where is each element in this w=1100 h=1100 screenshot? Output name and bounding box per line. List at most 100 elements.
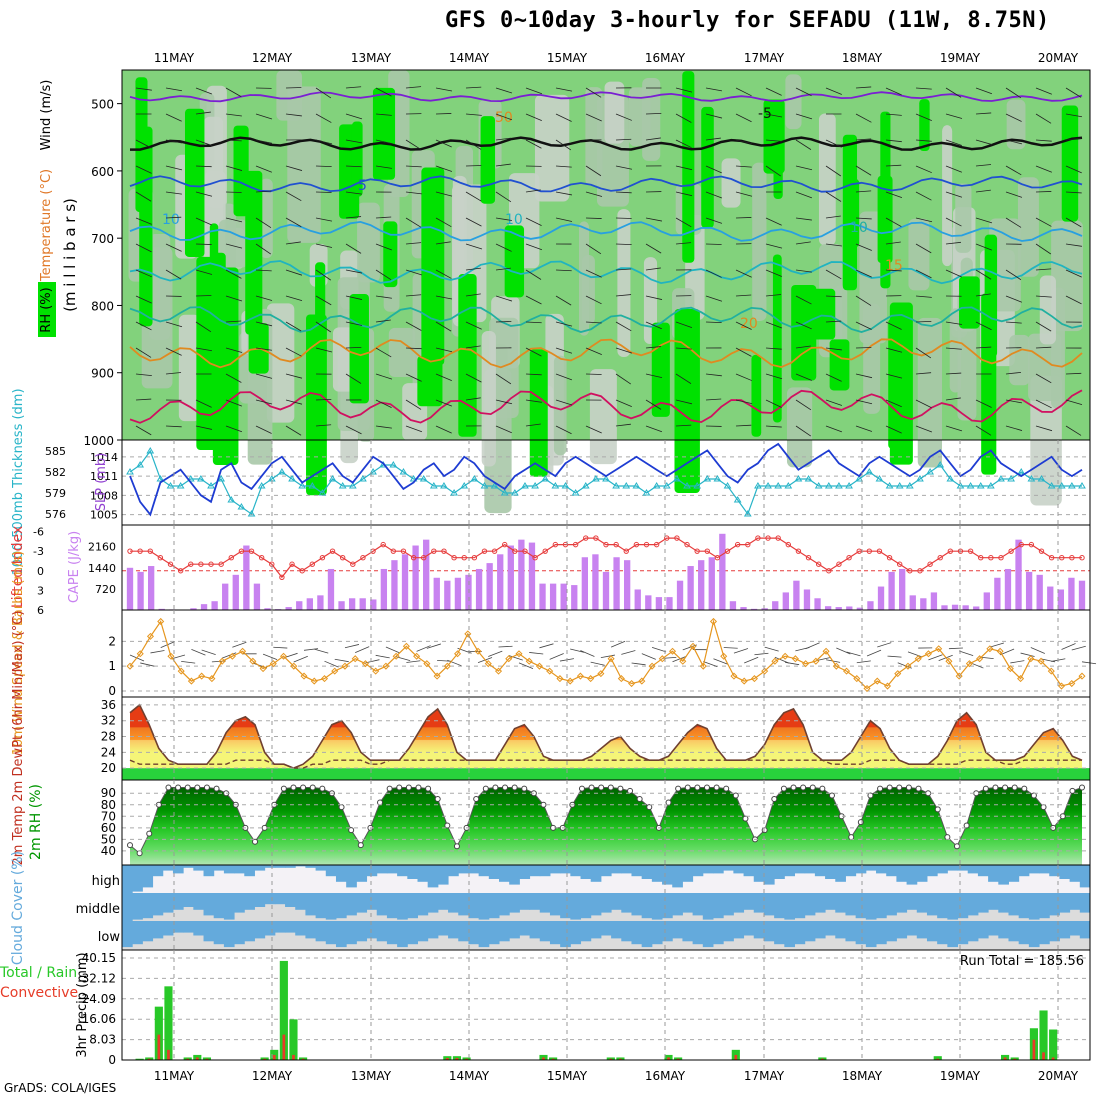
lifted-index-marker	[886, 554, 893, 561]
cloud-bar	[529, 921, 541, 939]
cloud-bar	[651, 921, 663, 945]
lifted-index-marker	[461, 554, 467, 561]
thickness-axis-label: 1000-500mb Thickness (dm)	[11, 388, 26, 575]
wind-barb	[345, 243, 362, 254]
precip-convective-bar	[667, 1057, 670, 1060]
wind-barb	[165, 216, 182, 219]
lifted-index-marker	[421, 554, 427, 561]
cloud-bar	[743, 865, 755, 877]
wind-barb	[165, 87, 183, 92]
wind-barb	[293, 655, 308, 663]
rh-tick-label: 90	[101, 786, 116, 800]
rh-patch-low	[752, 162, 767, 321]
cloud-bar	[397, 893, 408, 920]
wind-barb	[735, 399, 753, 404]
wind-barb	[975, 269, 992, 280]
thickness-marker	[632, 482, 641, 489]
cape-bar	[962, 605, 969, 610]
wind-barb	[825, 269, 842, 280]
wind-barb	[345, 295, 363, 300]
cloud-bar	[488, 893, 500, 919]
wind-barb	[285, 399, 303, 405]
wind-barb	[915, 243, 932, 254]
wind-barb	[405, 294, 422, 297]
cape-bar	[666, 597, 673, 610]
thickness-marker	[764, 482, 772, 489]
cloud-bar	[142, 921, 154, 942]
wind-barb	[195, 321, 212, 333]
cape-tick-label: 720	[95, 583, 116, 596]
wind-barb	[549, 653, 564, 660]
cloud-bar	[305, 865, 317, 868]
cape-bar	[158, 608, 165, 610]
rh-patch-high	[245, 170, 263, 335]
cloud-bar	[590, 893, 602, 916]
cloud-bar	[244, 921, 255, 942]
wind-barb	[825, 243, 842, 247]
cape-bar	[222, 583, 229, 610]
wind-speed-marker	[822, 647, 830, 655]
cloud-bar	[886, 921, 897, 942]
date-label-bottom: 16MAY	[645, 1069, 686, 1083]
wind-barb	[315, 139, 333, 145]
wind-barb	[979, 656, 994, 660]
wind-barb	[705, 398, 722, 401]
date-label-bottom: 13MAY	[351, 1069, 392, 1083]
cloud-bar	[213, 865, 225, 871]
wind-barb	[405, 86, 422, 89]
thickness-marker	[470, 475, 479, 482]
cloud-bar	[244, 893, 255, 910]
wind-speed-marker	[300, 672, 308, 680]
wind-barb	[525, 139, 542, 149]
cape-bar	[560, 583, 567, 610]
wind-speed-marker	[187, 677, 195, 685]
wind-barb	[170, 654, 186, 660]
temp-tick-label: 20	[101, 761, 116, 775]
wind-barb	[465, 321, 482, 330]
cloud-bar	[743, 893, 755, 910]
wind-barb	[885, 139, 902, 143]
wind-axis-label: Wind (m/s)	[39, 80, 54, 151]
thickness-marker	[976, 482, 985, 489]
wind-barb	[375, 269, 392, 280]
wind-speed-marker	[494, 667, 503, 675]
wind-barb	[232, 641, 247, 648]
wind-barb	[405, 399, 422, 410]
wind-barb	[315, 87, 332, 99]
lifted-index-marker	[836, 561, 842, 567]
rh2m-marker	[905, 784, 912, 791]
cloud-bar	[631, 865, 643, 877]
cloud-bar	[753, 893, 765, 913]
wind-barb	[754, 652, 769, 656]
wind-barb	[703, 661, 718, 668]
cloud-bar	[499, 921, 510, 942]
wind-barb	[805, 642, 820, 650]
cloud-bar	[967, 921, 979, 942]
wind-barb	[495, 113, 513, 121]
wind-barb	[645, 295, 663, 300]
wind-barb	[765, 399, 782, 408]
wind-barb	[525, 423, 541, 427]
date-label-top: 18MAY	[842, 51, 883, 65]
panel-frame	[121, 609, 1091, 698]
rh-patch-low	[1006, 99, 1026, 150]
wind-barb	[1081, 661, 1097, 665]
lifted-index-marker	[613, 541, 619, 548]
wind-barb	[675, 424, 692, 427]
thickness-marker	[642, 489, 651, 496]
thickness-marker	[703, 475, 712, 482]
wind-barb	[435, 321, 452, 332]
cloud-bar	[580, 893, 592, 919]
wind-barb	[615, 217, 632, 219]
date-label-top: 19MAY	[940, 51, 981, 65]
wind-barb	[435, 269, 452, 279]
thickness-marker	[1037, 475, 1046, 482]
wind-barb	[825, 425, 843, 433]
thickness-marker	[197, 475, 205, 482]
cloud-bar	[356, 865, 368, 882]
wind-speed-marker	[791, 655, 799, 663]
wind-barb	[225, 320, 242, 323]
wind-barb	[416, 645, 431, 652]
wind-barb	[855, 217, 872, 220]
wind-barb	[1005, 113, 1022, 122]
